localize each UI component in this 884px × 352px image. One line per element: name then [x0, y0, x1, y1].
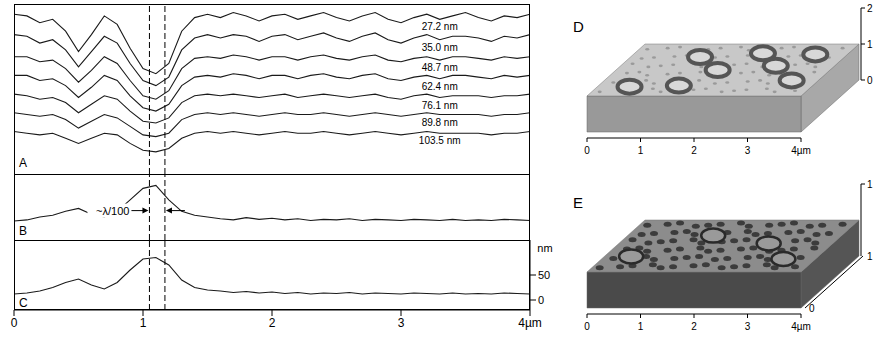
svg-text:2: 2 — [691, 145, 697, 156]
svg-text:62.4 nm: 62.4 nm — [422, 81, 458, 92]
svg-text:0: 0 — [809, 303, 815, 314]
svg-text:3: 3 — [745, 145, 751, 156]
svg-text:35.0 nm: 35.0 nm — [422, 42, 458, 53]
svg-text:2: 2 — [269, 316, 276, 330]
svg-text:76.1 nm: 76.1 nm — [422, 100, 458, 111]
svg-text:27.2 nm: 27.2 nm — [422, 21, 458, 32]
svg-text:1: 1 — [867, 39, 873, 50]
svg-text:2: 2 — [691, 321, 697, 332]
svg-text:2: 2 — [867, 3, 873, 14]
svg-text:0: 0 — [11, 316, 18, 330]
svg-text:nm: nm — [537, 242, 552, 254]
svg-text:D: D — [573, 18, 584, 35]
svg-text:3: 3 — [745, 321, 751, 332]
svg-text:1: 1 — [638, 321, 644, 332]
svg-text:4µm: 4µm — [791, 321, 811, 332]
svg-text:103.5 nm: 103.5 nm — [419, 135, 461, 146]
svg-text:1: 1 — [867, 179, 873, 190]
svg-text:4µm: 4µm — [518, 316, 542, 330]
svg-text:0: 0 — [584, 321, 590, 332]
svg-text:E: E — [573, 194, 583, 211]
svg-text:0: 0 — [538, 294, 544, 306]
svg-text:3: 3 — [398, 316, 405, 330]
svg-text:1: 1 — [140, 316, 147, 330]
svg-text:1: 1 — [867, 251, 873, 262]
svg-text:~λ/100: ~λ/100 — [96, 205, 129, 217]
svg-text:0: 0 — [867, 75, 873, 86]
html-text:B: B — [19, 224, 27, 238]
html-text:C: C — [19, 296, 28, 310]
svg-text:48.7 nm: 48.7 nm — [422, 62, 458, 73]
html-text:A: A — [19, 156, 27, 170]
svg-text:4µm: 4µm — [791, 145, 811, 156]
svg-text:1: 1 — [638, 145, 644, 156]
svg-text:0: 0 — [584, 145, 590, 156]
svg-text:50: 50 — [538, 269, 550, 281]
svg-text:89.8 nm: 89.8 nm — [422, 117, 458, 128]
